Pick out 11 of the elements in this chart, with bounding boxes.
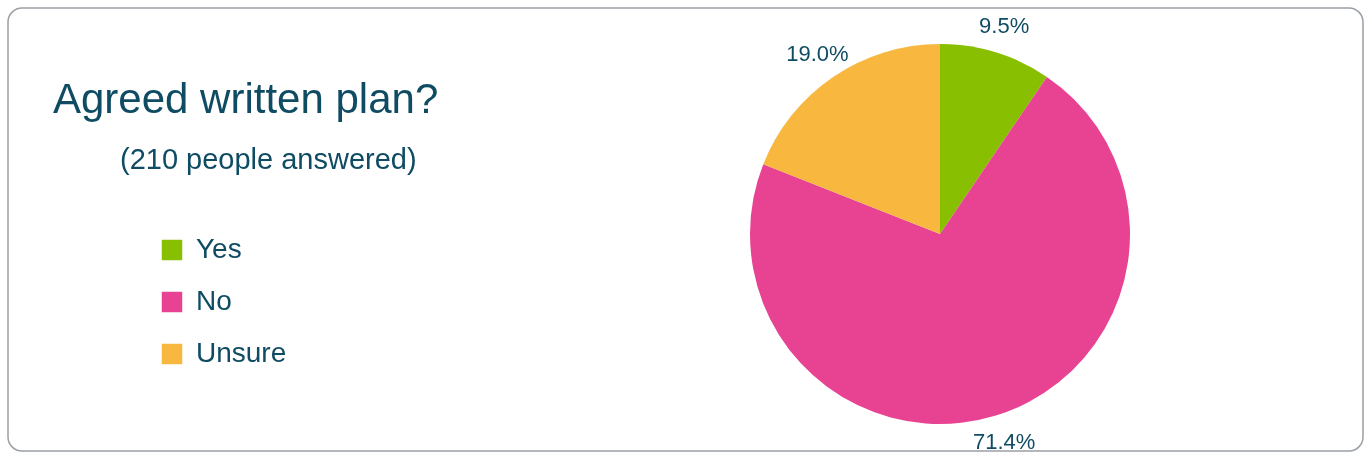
data-label: 19.0% bbox=[786, 40, 849, 66]
text: (210 people answered) bbox=[120, 143, 417, 175]
data-label: 71.4% bbox=[972, 429, 1036, 455]
legend-label: Unsure bbox=[196, 337, 287, 368]
legend-label: Yes bbox=[196, 233, 242, 264]
pie-slice bbox=[763, 44, 940, 234]
legend-label: No bbox=[196, 285, 232, 316]
text: Agreed written plan? bbox=[53, 75, 439, 122]
pie-slice bbox=[750, 76, 1130, 424]
pie-slice bbox=[940, 44, 1047, 234]
data-label: 9.5% bbox=[979, 12, 1030, 38]
